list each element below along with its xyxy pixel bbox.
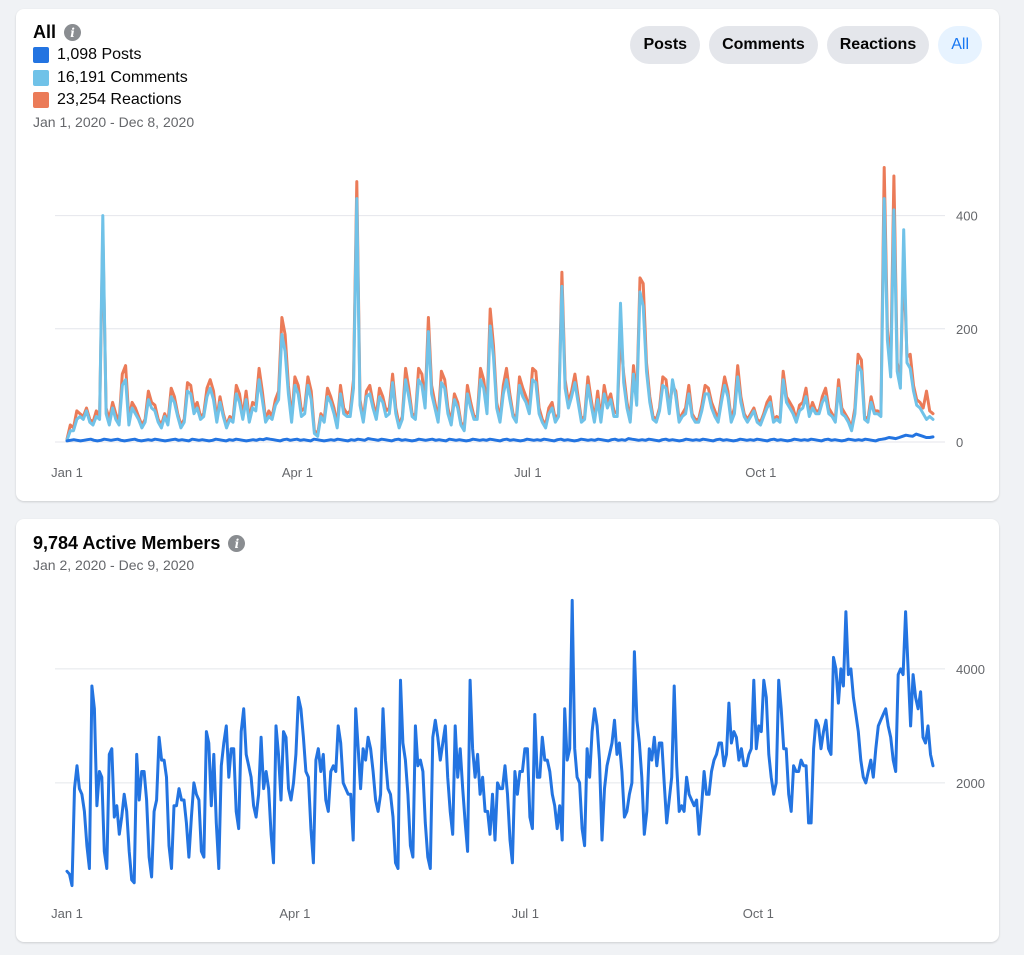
- legend-item-posts: 1,098 Posts: [33, 44, 188, 67]
- x-tick-label: Jul 1: [514, 465, 541, 480]
- active-members-card: 9,784 Active Members i Jan 2, 2020 - Dec…: [16, 519, 999, 942]
- x-tick-label: Apr 1: [279, 906, 310, 921]
- members-date-range: Jan 2, 2020 - Dec 9, 2020: [33, 557, 195, 573]
- series-line-posts: [65, 432, 935, 443]
- x-tick-label: Jan 1: [51, 906, 83, 921]
- y-tick-label: 2000: [956, 776, 985, 791]
- y-tick-label: 0: [956, 435, 963, 450]
- activity-date-range: Jan 1, 2020 - Dec 8, 2020: [33, 114, 195, 130]
- y-tick-label: 400: [956, 209, 978, 224]
- filter-all-button[interactable]: All: [938, 26, 982, 64]
- x-tick-label: Jul 1: [512, 906, 539, 921]
- filter-comments-button[interactable]: Comments: [709, 26, 818, 64]
- activity-card: All i 1,098 Posts 16,191 Comments 23,254…: [16, 9, 999, 501]
- series-line-comments: [65, 197, 935, 442]
- series-line-active-members: [65, 598, 935, 888]
- filter-posts-button[interactable]: Posts: [630, 26, 701, 64]
- info-icon[interactable]: i: [228, 535, 246, 552]
- legend-swatch-reactions: [33, 92, 49, 109]
- x-tick-label: Apr 1: [282, 465, 313, 480]
- legend-label-comments: 16,191 Comments: [57, 68, 188, 86]
- legend-label-posts: 1,098 Posts: [57, 46, 142, 64]
- filter-pills: Posts Comments Reactions All: [630, 26, 982, 64]
- members-chart[interactable]: 2000 4000 Jan 1 Apr 1 Jul 1 Oct 1: [16, 519, 999, 942]
- info-icon[interactable]: i: [64, 24, 82, 41]
- legend-swatch-posts: [33, 47, 49, 64]
- legend-swatch-comments: [33, 69, 49, 86]
- members-title-row: 9,784 Active Members i: [33, 533, 246, 554]
- series-line-reactions: [65, 166, 935, 441]
- x-tick-label: Jan 1: [51, 465, 83, 480]
- activity-chart[interactable]: 0 200 400 Jan 1 Apr 1 Jul 1 Oct 1: [16, 9, 999, 501]
- members-title: 9,784 Active Members: [33, 533, 221, 553]
- legend-label-reactions: 23,254 Reactions: [57, 91, 182, 109]
- legend-item-comments: 16,191 Comments: [33, 67, 188, 90]
- x-tick-label: Oct 1: [745, 465, 776, 480]
- filter-reactions-button[interactable]: Reactions: [826, 26, 930, 64]
- legend-item-reactions: 23,254 Reactions: [33, 89, 188, 112]
- legend: 1,098 Posts 16,191 Comments 23,254 React…: [33, 44, 188, 112]
- y-tick-label: 200: [956, 322, 978, 337]
- activity-title: All: [33, 22, 57, 42]
- x-tick-label: Oct 1: [743, 906, 774, 921]
- y-tick-label: 4000: [956, 662, 985, 677]
- activity-title-row: All i: [33, 22, 82, 43]
